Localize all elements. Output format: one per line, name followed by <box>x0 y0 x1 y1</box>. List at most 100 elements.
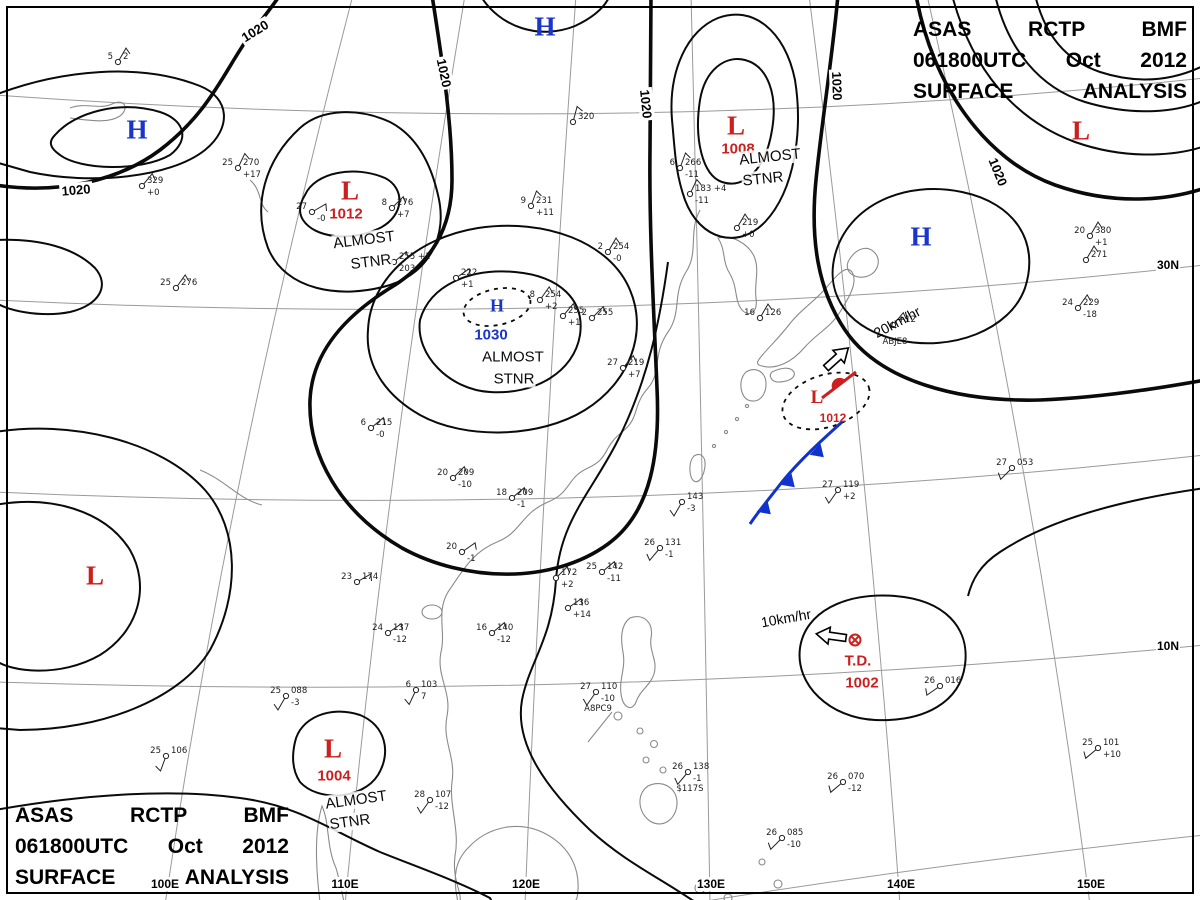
station-circle <box>308 208 316 216</box>
wind-barb <box>1083 747 1099 760</box>
station-plot: 20 -1 <box>446 541 477 564</box>
wind-barb <box>455 267 471 279</box>
station-temp: 26 <box>827 772 838 782</box>
movement-arrow-west <box>814 625 848 646</box>
td-cross <box>850 635 860 645</box>
station-tendency: -18 <box>1083 310 1097 320</box>
station-pressure: 107 <box>435 790 451 800</box>
high-china-symbol: H <box>489 295 505 316</box>
high-china-motion-1: ALMOST <box>481 348 545 366</box>
isobar-west-low-outer <box>0 427 233 732</box>
station-pressure: 174 <box>362 572 378 582</box>
station-tendency: -12 <box>497 635 511 645</box>
wind-barb <box>601 560 617 573</box>
low-south-pressure: 1004 <box>317 767 351 785</box>
coastline-kyushu <box>740 369 767 402</box>
station-circle <box>559 312 567 320</box>
wind-barb <box>669 501 683 517</box>
station-pressure: 136 <box>573 598 589 608</box>
station-circle <box>114 58 122 66</box>
station-circle <box>1094 744 1102 752</box>
isobar-ne-corner-1 <box>1035 0 1200 81</box>
station-tendency: -3 <box>291 698 299 708</box>
station-plot: 28 107 -12 <box>414 790 451 815</box>
wind-barb <box>530 190 542 207</box>
station-temp: 26 <box>644 538 655 548</box>
coastline-korea <box>717 236 758 315</box>
wind-barb <box>607 237 621 253</box>
station-pressure: 183 +4 <box>695 184 726 194</box>
station-temp: 28 <box>414 790 425 800</box>
station-pressure: 2 <box>123 52 128 62</box>
station-plot: +12 ABJE8 <box>883 311 916 347</box>
dotted-contours <box>462 287 871 431</box>
wind-barb <box>273 695 287 711</box>
low-south-motion-2: STNR <box>327 810 373 834</box>
station-circle <box>388 204 396 212</box>
station-pressure: 231 <box>536 196 552 206</box>
station-pressure: +12 <box>898 315 916 325</box>
coastline-island <box>758 858 766 866</box>
wind-barb <box>622 354 637 369</box>
station-plot: 26 085 -10 <box>766 828 803 851</box>
wind-barb <box>356 573 372 583</box>
station-temp: 6 <box>670 158 675 168</box>
station-circle <box>172 284 180 292</box>
station-temp: 25 <box>222 158 233 168</box>
station-circle <box>1082 256 1090 264</box>
low-north-japan-motion-2: STNR <box>740 168 786 190</box>
station-pressure: 101 <box>1103 738 1119 748</box>
station-pressure: 142 <box>607 562 623 572</box>
station-plot: 27 053 <box>996 458 1033 481</box>
wind-barb <box>555 565 571 579</box>
wind-barb <box>1085 245 1099 261</box>
station-circle <box>678 498 686 506</box>
station-tendency: +10 <box>1103 750 1121 760</box>
station-temp: 24 <box>372 623 383 633</box>
station-tendency: -11 <box>685 170 699 180</box>
station-plot: 172+2 <box>552 565 577 590</box>
station-temp: 16 <box>476 623 487 633</box>
station-circle <box>619 364 627 372</box>
station-tendency: -12 <box>848 784 862 794</box>
wind-barb <box>562 302 577 317</box>
station-plot: 27 -0 <box>296 202 327 224</box>
station-temp: 26 <box>766 828 777 838</box>
station-plot: 219+0 <box>733 213 758 240</box>
coastline-shikoku <box>769 367 795 383</box>
station-tendency: +1 <box>461 280 474 290</box>
station-pressure: 131 <box>665 538 681 548</box>
chart-datetime: 061800UTC Oct 2012 <box>913 49 1187 72</box>
wind-barb <box>892 311 907 326</box>
station-tendency: +17 <box>243 170 261 180</box>
station-circle <box>367 424 375 432</box>
station-circle <box>1008 464 1016 472</box>
station-temp: 20 <box>437 468 448 478</box>
coastline-philippine-island <box>649 739 659 749</box>
wind-barb <box>141 172 156 187</box>
lon-label-130e: 130E <box>695 877 727 891</box>
station-circle <box>449 474 457 482</box>
station-temp: 20 <box>446 542 457 552</box>
isobar-label-1020-b: 1020 <box>58 181 94 199</box>
wind-barb <box>767 837 783 851</box>
station-tendency: -10 <box>458 480 472 490</box>
station-circle <box>138 182 146 190</box>
warm-front <box>821 370 857 400</box>
cold-front <box>748 420 844 525</box>
station-plot: 25 088 -3 <box>270 686 307 711</box>
high-china-pressure: 1030 <box>474 326 508 344</box>
station-circle <box>604 248 612 256</box>
wind-barb <box>689 178 702 195</box>
station-callsign: ABJE8 <box>883 337 908 347</box>
station-circle <box>733 224 741 232</box>
tropical-depression-label: T.D. <box>844 652 872 670</box>
grid-line <box>690 0 711 900</box>
coastline-taiwan <box>689 453 706 483</box>
isobar-low1004 <box>292 710 387 797</box>
station-tendency: -0 <box>376 430 384 440</box>
inland-river <box>249 179 269 213</box>
high-china-motion-2: STNR <box>492 370 536 388</box>
station-temp: 20 <box>1074 226 1085 236</box>
